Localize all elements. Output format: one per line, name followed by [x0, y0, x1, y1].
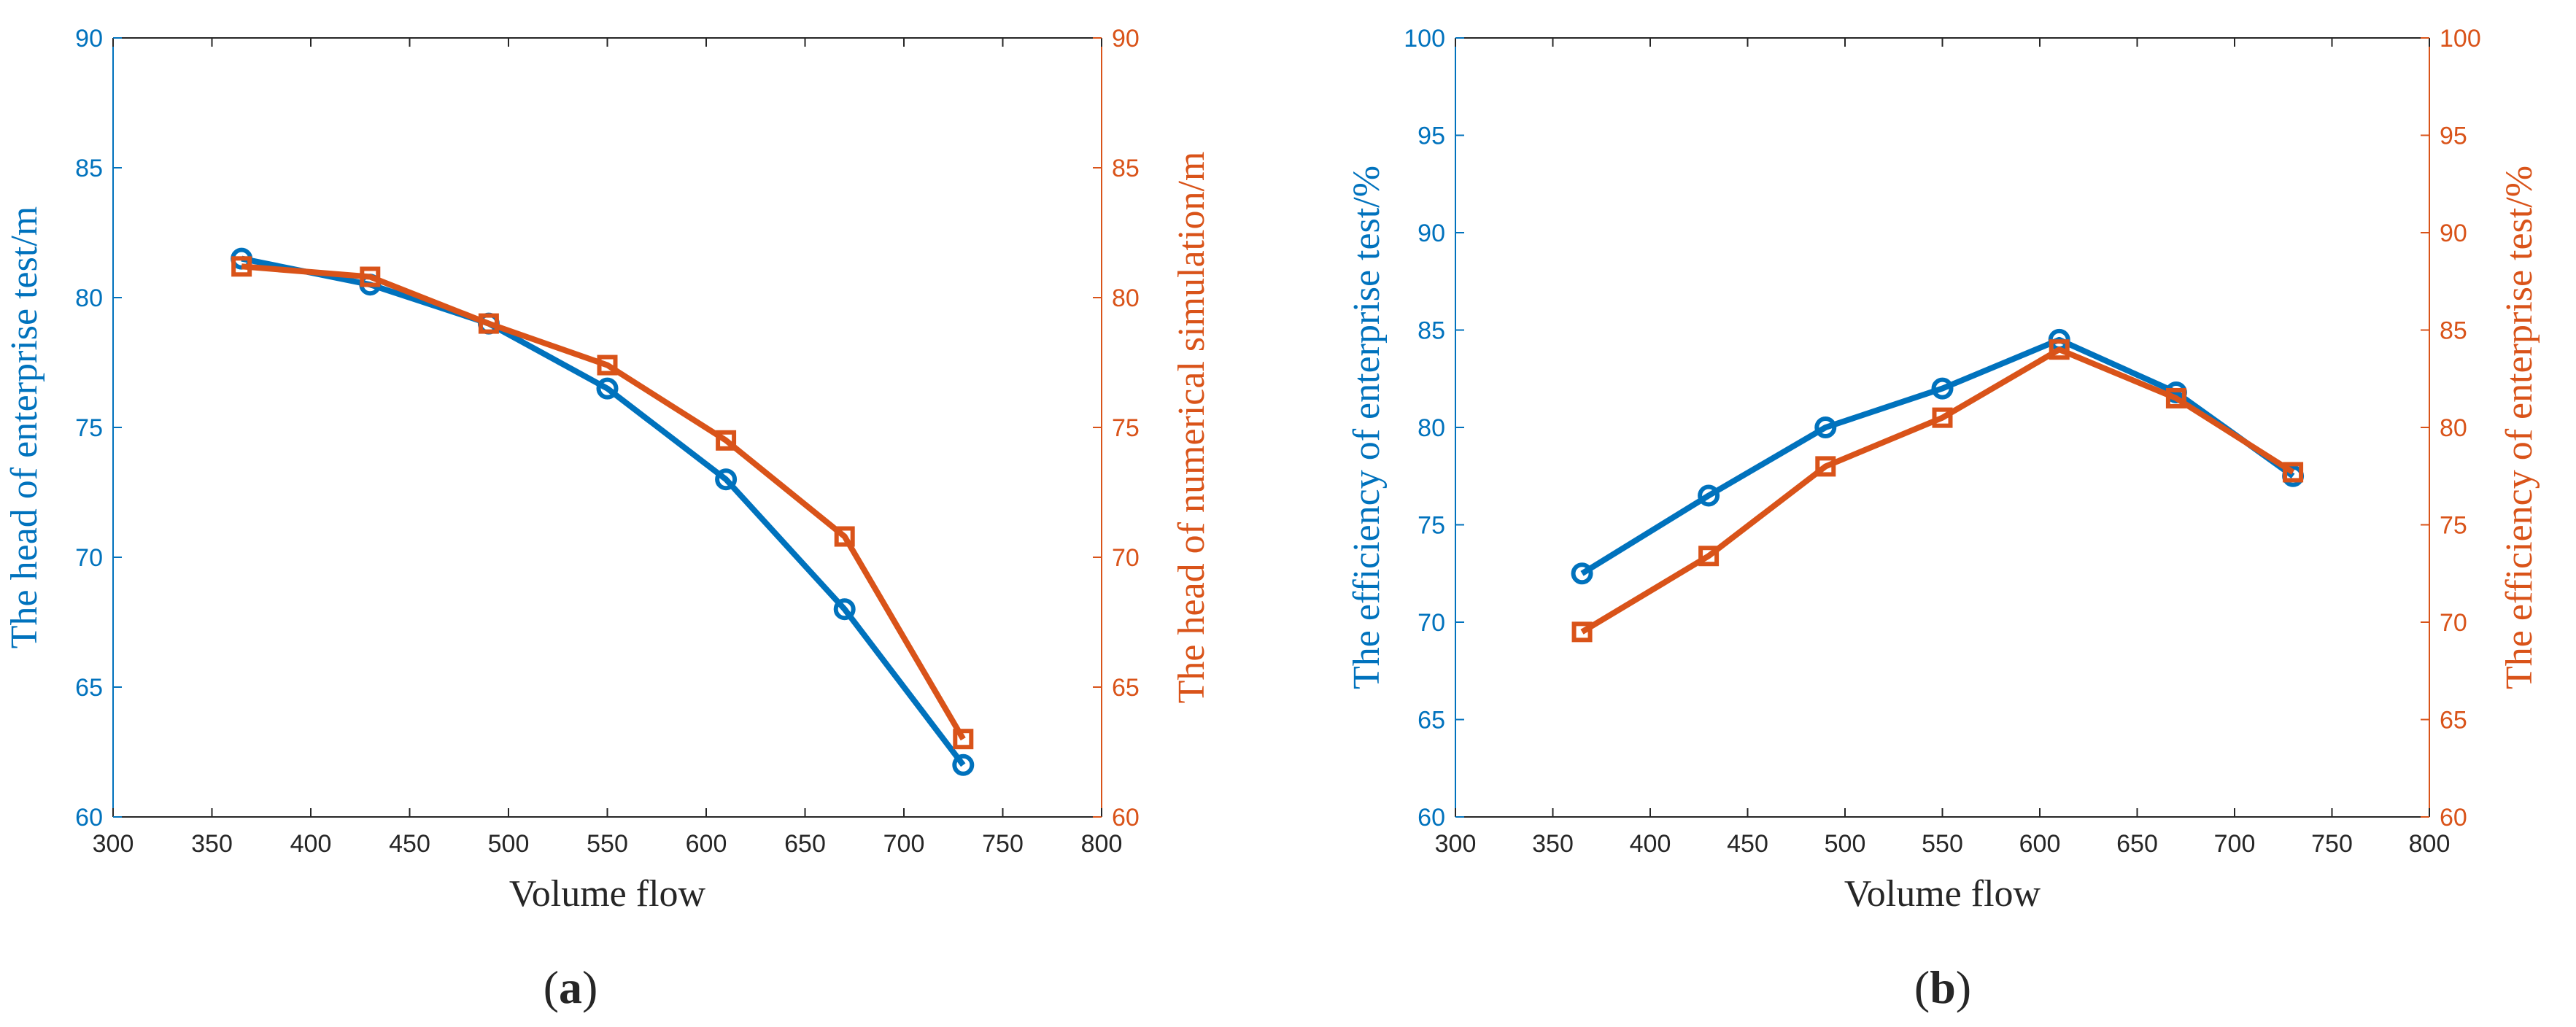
caption-letter: b	[1930, 961, 1956, 1013]
x-tick-label: 450	[389, 830, 430, 858]
y-tick-label-right: 75	[2440, 512, 2467, 540]
y-axis-label-left: The efficiency of enterprise test/%	[1346, 166, 1388, 689]
x-axis-label: Volume flow	[509, 873, 706, 915]
y-tick-label-left: 95	[1417, 123, 1445, 150]
caption-open-paren: (	[1914, 961, 1930, 1013]
x-tick-label: 600	[2019, 830, 2061, 858]
y-axis-label-right: The efficiency of enterprise test/%	[2499, 166, 2540, 689]
y-tick-label-right: 80	[2440, 414, 2467, 442]
caption-close-paren: )	[582, 961, 597, 1013]
y-tick-label-right: 65	[1112, 674, 1140, 702]
y-tick-label-right: 65	[2440, 707, 2467, 735]
x-tick-label: 700	[2214, 830, 2256, 858]
x-tick-label: 600	[686, 830, 727, 858]
caption-close-paren: )	[1956, 961, 1971, 1013]
y-tick-label-left: 65	[75, 674, 103, 702]
panel-caption: (a)	[544, 961, 598, 1013]
x-tick-label: 400	[1630, 830, 1671, 858]
data-point-square	[1815, 456, 1836, 477]
y-tick-label-left: 80	[1417, 414, 1445, 442]
caption-open-paren: (	[544, 961, 559, 1013]
x-tick-label: 500	[1825, 830, 1866, 858]
caption-letter: a	[559, 961, 582, 1013]
series-line-left	[1580, 336, 2295, 576]
panel-a: 300 350 400 450 500 550 600 650 700 750 8006065707…	[4, 25, 1212, 1013]
x-tick-label: 300	[1435, 830, 1477, 858]
data-point-circle	[952, 753, 975, 776]
y-tick-label-left: 60	[1417, 804, 1445, 832]
data-point-circle	[1571, 562, 1593, 585]
y-tick-label-left: 85	[1417, 317, 1445, 345]
data-point-circle	[833, 598, 856, 621]
y-tick-label-right: 85	[1112, 155, 1140, 182]
x-tick-label: 800	[2409, 830, 2451, 858]
y-tick-label-left: 90	[1417, 220, 1445, 247]
data-point-circle	[1698, 484, 1720, 507]
panel-b: 300 350 400 450 500 550 600 650 700 750 8006065707…	[1346, 25, 2540, 1013]
x-tick-label: 450	[1727, 830, 1768, 858]
y-tick-label-left: 100	[1404, 25, 1445, 53]
x-tick-label: 650	[784, 830, 826, 858]
y-tick-label-left: 75	[1417, 512, 1445, 540]
y-tick-label-left: 90	[75, 25, 103, 53]
series-line-right	[241, 263, 966, 741]
data-point-circle	[1814, 416, 1837, 438]
x-tick-label: 550	[1922, 830, 1963, 858]
data-point-square	[834, 526, 855, 547]
series-line-left	[241, 255, 966, 767]
x-tick-label: 500	[488, 830, 530, 858]
data-point-square	[1932, 407, 1953, 428]
data-point-square	[716, 430, 737, 451]
y-tick-label-left: 70	[75, 544, 103, 572]
y-tick-label-left: 80	[75, 284, 103, 312]
data-point-circle	[1931, 377, 1954, 400]
x-tick-label: 550	[587, 830, 628, 858]
y-tick-label-right: 60	[2440, 804, 2467, 832]
y-tick-label-left: 60	[75, 804, 103, 832]
x-axis-label: Volume flow	[1844, 873, 2041, 915]
data-point-square	[231, 256, 252, 277]
y-axis-label-left: The head of enterprise test/m	[4, 206, 45, 648]
data-point-square	[478, 313, 499, 334]
x-tick-label: 350	[1532, 830, 1574, 858]
y-tick-label-left: 65	[1417, 707, 1445, 735]
x-tick-label: 800	[1081, 830, 1123, 858]
x-tick-label: 750	[2311, 830, 2353, 858]
x-tick-label: 400	[290, 830, 332, 858]
y-tick-label-right: 75	[1112, 414, 1140, 442]
y-tick-label-right: 100	[2440, 25, 2481, 53]
y-axis-label-right: The head of numerical simulation/m	[1171, 152, 1212, 704]
data-point-square	[597, 354, 618, 376]
series-line-right	[1580, 346, 2295, 635]
y-tick-label-right: 90	[1112, 25, 1140, 53]
x-tick-label: 350	[191, 830, 233, 858]
data-point-square	[1698, 546, 1720, 567]
y-tick-label-left: 75	[75, 414, 103, 442]
data-point-circle	[596, 377, 619, 400]
y-tick-label-right: 95	[2440, 123, 2467, 150]
y-tick-label-left: 70	[1417, 609, 1445, 637]
x-tick-label: 300	[93, 830, 134, 858]
data-point-square	[2165, 387, 2186, 408]
data-point-square	[360, 266, 381, 287]
data-point-circle	[715, 468, 738, 491]
y-tick-label-right: 60	[1112, 804, 1140, 832]
x-tick-label: 750	[982, 830, 1024, 858]
y-tick-label-right: 90	[2440, 220, 2467, 247]
y-tick-label-left: 85	[75, 155, 103, 182]
y-tick-label-right: 70	[1112, 544, 1140, 572]
x-tick-label: 700	[883, 830, 925, 858]
y-tick-label-right: 85	[2440, 317, 2467, 345]
data-point-square	[1571, 621, 1593, 643]
data-point-square	[2283, 462, 2304, 483]
x-tick-label: 650	[2116, 830, 2158, 858]
data-point-square	[2049, 339, 2070, 360]
data-point-square	[953, 729, 974, 750]
panel-caption: (b)	[1914, 961, 1971, 1013]
y-tick-label-right: 70	[2440, 609, 2467, 637]
y-tick-label-right: 80	[1112, 284, 1140, 312]
